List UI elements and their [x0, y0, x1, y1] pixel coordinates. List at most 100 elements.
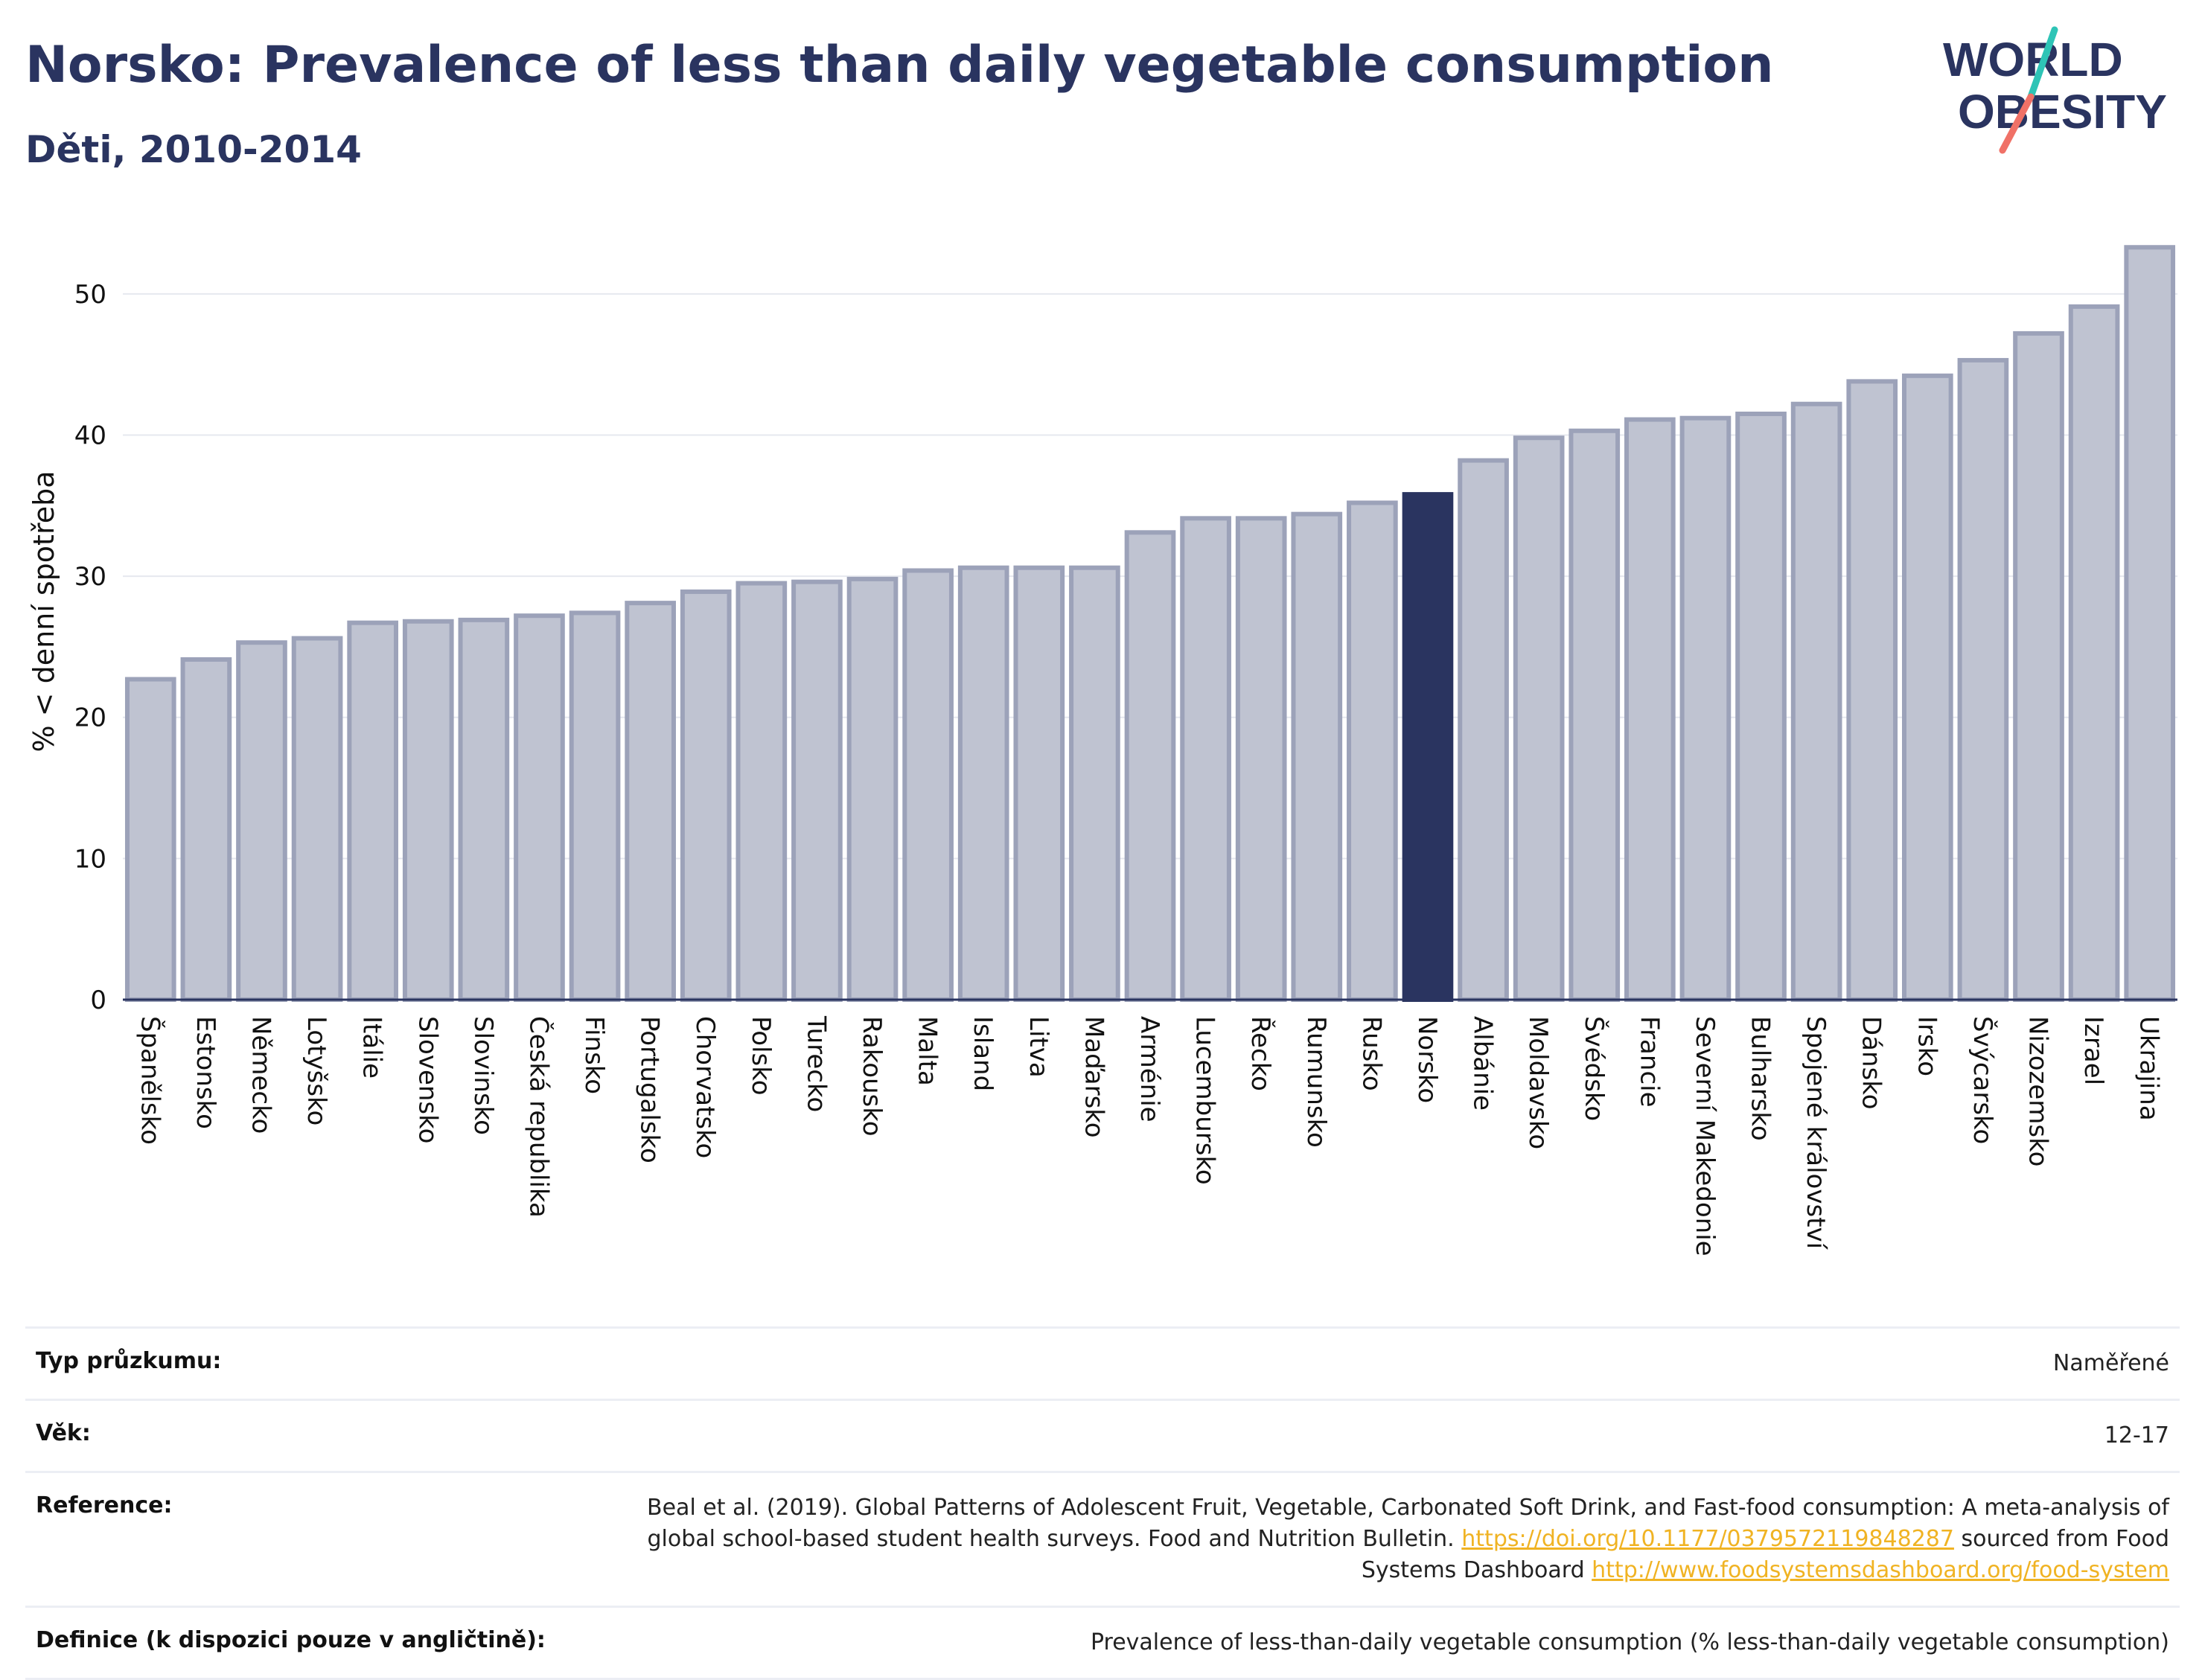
y-tick-label: 10	[74, 844, 106, 874]
x-tick-label: Slovensko	[412, 1016, 442, 1143]
bar-Moldavsko[interactable]	[1513, 435, 1565, 1002]
x-tick-label: Bulharsko	[1746, 1016, 1775, 1141]
meta-value: 12-17	[2104, 1422, 2169, 1449]
reference-text: Beal et al. (2019). Global Patterns of A…	[647, 1495, 2169, 1552]
x-tick-label: Finsko	[579, 1016, 609, 1094]
bar-Estonsko[interactable]	[180, 657, 232, 1003]
meta-key: Typ průzkumu:	[36, 1348, 222, 1374]
x-tick-label: Rakousko	[857, 1016, 887, 1137]
y-tick-label: 40	[74, 421, 106, 450]
metadata-table: Typ průzkumu: Naměřené Věk: 12-17 Refere…	[25, 1326, 2180, 1680]
meta-key: Reference:	[36, 1492, 173, 1518]
bar-chart: 0 10 20 30 40 50 Španělsko Estonsko Německo Lotyš…	[28, 245, 2177, 1256]
chart-subtitle: Děti, 2010-2014	[25, 128, 362, 171]
bar-Izrael[interactable]	[2068, 304, 2120, 1003]
bar-Spojené království[interactable]	[1790, 401, 1842, 1002]
bar-Malta[interactable]	[902, 568, 954, 1002]
bar-Slovinsko[interactable]	[458, 617, 510, 1002]
bar-Rakousko[interactable]	[846, 576, 899, 1002]
x-tick-label: Německo	[246, 1016, 275, 1134]
x-tick-label: Nizozemsko	[2023, 1016, 2053, 1166]
bar-Norsko[interactable]	[1402, 492, 1454, 1002]
x-tick-label: Lotyšsko	[301, 1016, 331, 1125]
x-tick-label: Francie	[1634, 1016, 1664, 1108]
bar-Polsko[interactable]	[735, 581, 788, 1002]
bar-Maďarsko[interactable]	[1069, 565, 1120, 1002]
y-tick-label: 20	[74, 703, 106, 733]
bar-Lucembursko[interactable]	[1180, 516, 1231, 1002]
x-tick-label: Ukrajina	[2134, 1016, 2164, 1121]
x-tick-label: Švýcarsko	[1968, 1016, 1998, 1144]
x-tick-label: Lucembursko	[1190, 1016, 1220, 1185]
bar-Irsko[interactable]	[1901, 373, 1953, 1003]
bar-Česká republika[interactable]	[514, 613, 565, 1002]
bar-Nizozemsko[interactable]	[2013, 330, 2064, 1002]
bar-Albánie[interactable]	[1458, 458, 1509, 1002]
bar-Rumunsko[interactable]	[1291, 511, 1343, 1002]
x-tick-label: Norsko	[1412, 1016, 1442, 1103]
y-tick-label: 50	[74, 280, 106, 310]
y-tick-label: 0	[90, 986, 106, 1015]
bar-Itálie[interactable]	[347, 620, 399, 1002]
bar-Litva[interactable]	[1013, 565, 1065, 1002]
bar-Francie[interactable]	[1624, 417, 1676, 1002]
x-tick-label: Estonsko	[191, 1016, 220, 1129]
bar-Švýcarsko[interactable]	[1957, 357, 2009, 1002]
dashboard-link[interactable]: http://www.foodsystemsdashboard.org/food…	[1592, 1557, 2169, 1583]
meta-value-reference: Beal et al. (2019). Global Patterns of A…	[606, 1492, 2169, 1586]
bar-Finsko[interactable]	[569, 610, 621, 1002]
bar-Španělsko[interactable]	[124, 677, 176, 1002]
bar-Island[interactable]	[957, 565, 1009, 1002]
chart-title: Norsko: Prevalence of less than daily ve…	[25, 36, 1774, 95]
bar-Ukrajina[interactable]	[2124, 245, 2176, 1003]
x-tick-label: Spojené království	[1801, 1016, 1831, 1251]
x-tick-label: Švédsko	[1579, 1016, 1609, 1121]
meta-value: Naměřené	[2052, 1350, 2169, 1376]
x-tick-label: Irsko	[1912, 1016, 1941, 1076]
bar-Rusko[interactable]	[1347, 500, 1398, 1002]
meta-key: Věk:	[36, 1420, 91, 1446]
bar-Dánsko[interactable]	[1846, 379, 1898, 1002]
x-tick-label: Chorvatsko	[690, 1016, 720, 1158]
world-obesity-logo[interactable]: WORLD OBESITY	[1943, 22, 2189, 156]
meta-row-definition: Definice (k dispozici pouze v angličtině…	[25, 1606, 2180, 1680]
bar-Arménie[interactable]	[1124, 530, 1176, 1002]
bar-Německo[interactable]	[236, 640, 287, 1002]
bar-Slovensko[interactable]	[402, 619, 454, 1002]
x-tick-label: Polsko	[746, 1016, 776, 1096]
meta-key: Definice (k dispozici pouze v angličtině…	[36, 1627, 546, 1653]
meta-row-survey-type: Typ průzkumu: Naměřené	[25, 1326, 2180, 1399]
logo-slash-teal-icon	[2027, 26, 2058, 100]
y-tick-label: 30	[74, 562, 106, 592]
x-tick-label: Itálie	[357, 1016, 387, 1079]
x-tick-label: Řecko	[1245, 1016, 1276, 1091]
bar-Bulharsko[interactable]	[1735, 412, 1787, 1002]
y-axis-title: % < denní spotřeba	[28, 470, 60, 752]
x-tick-label: Maďarsko	[1079, 1016, 1108, 1138]
logo-slash-coral-icon	[1999, 93, 2035, 154]
meta-row-age: Věk: 12-17	[25, 1399, 2180, 1471]
x-tick-label: Albánie	[1468, 1016, 1498, 1111]
x-tick-label: Rusko	[1356, 1016, 1386, 1091]
x-tick-label: Rumunsko	[1301, 1016, 1331, 1148]
x-tick-label: Severní Makedonie	[1690, 1016, 1720, 1256]
x-tick-label: Dánsko	[1857, 1016, 1886, 1110]
bar-Řecko[interactable]	[1235, 516, 1287, 1002]
bar-Lotyšsko[interactable]	[291, 636, 343, 1002]
x-tick-label: Portugalsko	[635, 1016, 665, 1163]
doi-link[interactable]: https://doi.org/10.1177/0379572119848287	[1461, 1526, 1954, 1552]
x-tick-label: Izrael	[2078, 1016, 2108, 1085]
bar-Severní Makedonie[interactable]	[1679, 415, 1732, 1002]
reference-source-text: sourced from Food Systems Dashboard	[1361, 1526, 2169, 1583]
bar-Portugalsko[interactable]	[625, 601, 676, 1002]
x-tick-label: Island	[968, 1016, 998, 1091]
meta-value: Prevalence of less-than-daily vegetable …	[1090, 1629, 2169, 1655]
bar-Švédsko[interactable]	[1568, 428, 1621, 1002]
x-tick-label: Slovinsko	[468, 1016, 498, 1135]
logo-text-obesity: OBESITY	[1958, 85, 2167, 138]
bar-Chorvatsko[interactable]	[680, 589, 732, 1002]
x-tick-label: Moldavsko	[1523, 1016, 1553, 1149]
x-tick-label: Turecko	[801, 1015, 831, 1112]
logo-text-world: WORLD	[1943, 33, 2123, 86]
bar-Turecko[interactable]	[791, 579, 843, 1002]
